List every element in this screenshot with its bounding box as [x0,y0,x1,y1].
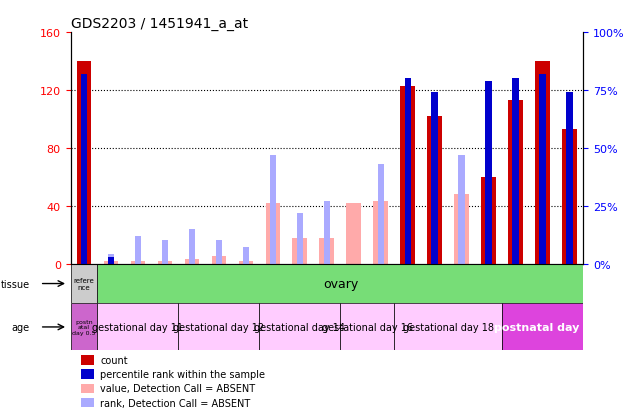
Bar [81,384,94,393]
Bar [319,238,335,264]
Text: value, Detection Call = ABSENT: value, Detection Call = ABSENT [100,384,255,394]
Bar [108,257,114,264]
Bar [324,202,330,264]
Bar [81,370,94,379]
Bar [503,304,583,351]
Bar [81,356,94,365]
Bar [431,93,438,264]
Bar [260,304,340,351]
Bar [535,62,550,264]
Text: postn
atal
day 0.5: postn atal day 0.5 [72,319,96,335]
Bar [394,304,503,351]
Bar [374,202,388,264]
Bar [104,261,119,264]
Bar [567,93,573,264]
Bar [485,81,492,264]
Bar [404,79,412,264]
Bar [454,195,469,264]
Bar [401,86,415,264]
Bar [108,255,114,264]
Bar [562,130,578,264]
Bar [185,260,199,264]
Bar [481,178,496,264]
Text: GDS2203 / 1451941_a_at: GDS2203 / 1451941_a_at [71,17,247,31]
Bar [81,398,94,408]
Bar [212,257,226,264]
Bar [540,75,546,264]
Bar [158,261,172,264]
Text: gestational day 11: gestational day 11 [92,322,183,332]
Bar [97,304,178,351]
Bar [292,238,307,264]
Text: age: age [12,322,29,332]
Bar [215,241,222,264]
Bar [512,79,519,264]
Bar [265,203,280,264]
Bar [135,236,142,264]
Text: count: count [100,355,128,366]
Text: percentile rank within the sample: percentile rank within the sample [100,370,265,380]
Bar [71,304,97,351]
Text: gestational day 12: gestational day 12 [173,322,265,332]
Bar [340,304,394,351]
Bar [428,117,442,264]
Bar [378,165,384,264]
Bar [131,261,146,264]
Text: tissue: tissue [1,279,29,289]
Bar [188,229,196,264]
Bar [162,241,169,264]
Bar [297,213,303,264]
Text: gestational day 16: gestational day 16 [322,322,413,332]
Text: postnatal day 2: postnatal day 2 [494,322,592,332]
Text: ovary: ovary [323,278,358,290]
Text: gestational day 14: gestational day 14 [254,322,345,332]
Bar [270,155,276,264]
Bar [238,261,253,264]
Text: gestational day 18: gestational day 18 [403,322,494,332]
Text: refere
nce: refere nce [74,278,94,290]
Bar [71,264,97,304]
Bar [178,304,260,351]
Bar [81,75,87,264]
Text: rank, Detection Call = ABSENT: rank, Detection Call = ABSENT [100,398,251,408]
Bar [76,62,92,264]
Bar [458,155,465,264]
Bar [508,101,523,264]
Bar [347,203,362,264]
Bar [242,248,249,264]
